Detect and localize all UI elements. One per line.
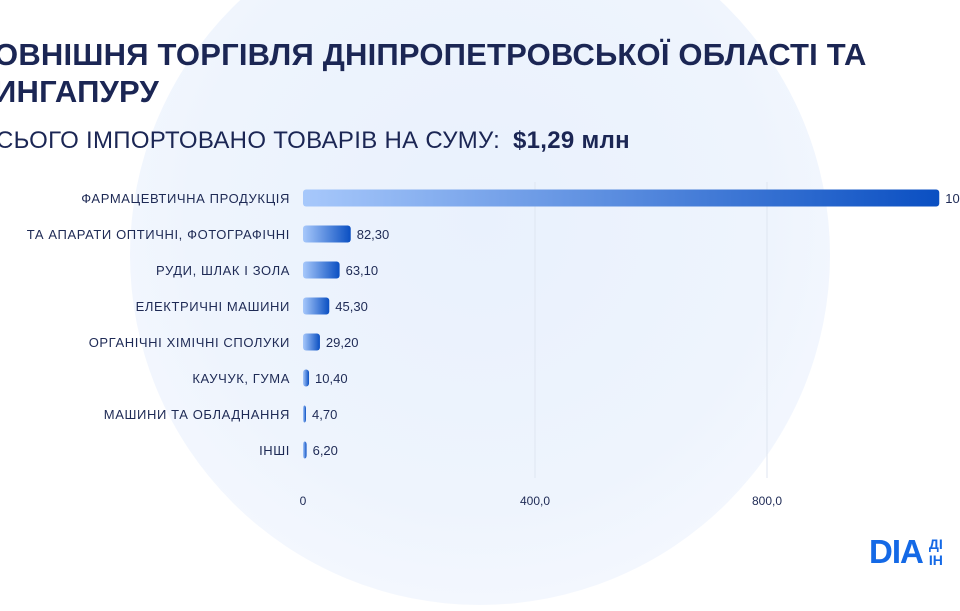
x-tick-label: 800,0 bbox=[752, 494, 782, 508]
value-label: 10,40 bbox=[315, 371, 348, 386]
bar bbox=[303, 333, 320, 351]
category-label: ТА АПАРАТИ ОПТИЧНІ, ФОТОГРАФІЧНІ bbox=[27, 227, 290, 242]
value-label: 45,30 bbox=[335, 299, 368, 314]
bar bbox=[303, 225, 351, 243]
logo-text-line1: ДІ bbox=[928, 536, 943, 552]
bar bbox=[303, 261, 340, 279]
bar bbox=[303, 369, 310, 387]
category-label: ЕЛЕКТРИЧНІ МАШИНИ bbox=[136, 299, 290, 314]
bar bbox=[303, 405, 306, 423]
category-label: ФАРМАЦЕВТИЧНА ПРОДУКЦІЯ bbox=[81, 191, 290, 206]
value-label: 6,20 bbox=[313, 443, 338, 458]
category-label: ІНШІ bbox=[259, 443, 290, 458]
logo-text: ДІ ІН bbox=[929, 536, 943, 568]
dia-logo: DIA ДІ ІН bbox=[869, 535, 943, 569]
bar bbox=[303, 441, 307, 459]
category-label: МАШИНИ ТА ОБЛАДНАННЯ bbox=[104, 407, 290, 422]
value-label: 4,70 bbox=[312, 407, 337, 422]
value-label: 29,20 bbox=[326, 335, 359, 350]
category-label: КАУЧУК, ГУМА bbox=[192, 371, 290, 386]
chart-subtitle: СЬОГО ІМПОРТОВАНО ТОВАРІВ НА СУМУ: $1,29… bbox=[0, 126, 630, 156]
category-label: РУДИ, ШЛАК І ЗОЛА bbox=[156, 263, 290, 278]
chart-title: ОВНІШНЯ ТОРГІВЛЯ ДНІПРОПЕТРОВСЬКОЇ ОБЛАС… bbox=[0, 37, 867, 109]
value-label: 105 bbox=[945, 191, 960, 206]
x-tick-label: 0 bbox=[300, 494, 307, 508]
logo-mark: DIA bbox=[869, 533, 924, 570]
value-label: 82,30 bbox=[357, 227, 390, 242]
bar bbox=[303, 297, 330, 315]
background-circle bbox=[130, 0, 830, 605]
bar bbox=[303, 189, 940, 207]
x-tick-label: 400,0 bbox=[520, 494, 550, 508]
value-label: 63,10 bbox=[346, 263, 379, 278]
logo-text-line2: ІН bbox=[928, 552, 943, 568]
subtitle-amount: $1,29 млн bbox=[513, 127, 630, 154]
subtitle-prefix: СЬОГО ІМПОРТОВАНО ТОВАРІВ НА СУМУ: bbox=[0, 127, 501, 154]
category-label: ОРГАНІЧНІ ХІМІЧНІ СПОЛУКИ bbox=[89, 335, 290, 350]
